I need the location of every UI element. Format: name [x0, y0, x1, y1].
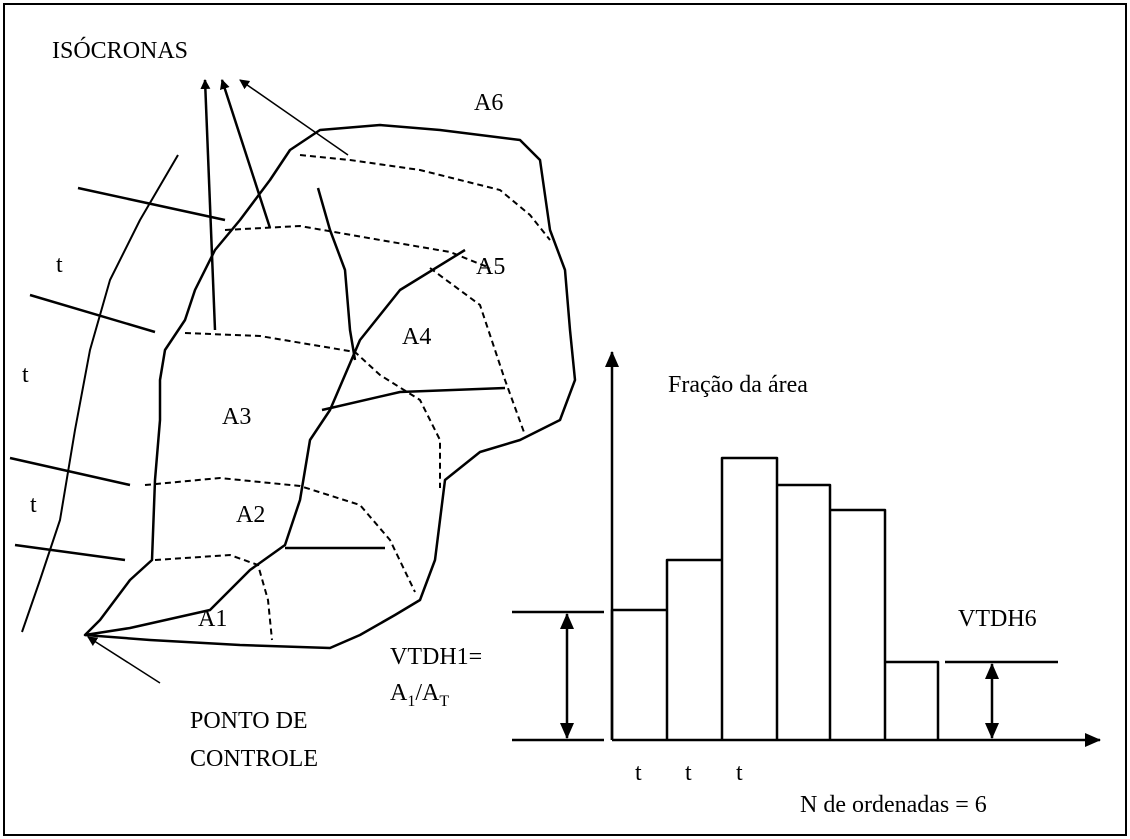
time-label: t: [685, 760, 692, 786]
area-label: A4: [402, 324, 431, 350]
watershed: [9, 79, 577, 684]
area-label: A3: [222, 404, 251, 430]
area-label: A2: [236, 502, 265, 528]
ordinates-label: N de ordenadas = 6: [800, 792, 987, 818]
control-point-label: CONTROLE: [190, 746, 318, 772]
area-label: A1: [198, 606, 227, 632]
time-label: t: [56, 252, 63, 278]
vtdh6-label: VTDH6: [958, 606, 1037, 632]
vtdh1-label: VTDH1=: [390, 644, 482, 670]
formula: A1/AT: [390, 680, 449, 710]
control-point-label: PONTO DE: [190, 708, 308, 734]
time-label: t: [30, 492, 37, 518]
formula-part: 1: [407, 693, 415, 710]
formula-part: /A: [415, 680, 440, 706]
formula-part: T: [439, 693, 449, 710]
formula-part: A: [390, 680, 408, 706]
isochrones-label: ISÓCRONAS: [52, 37, 188, 64]
time-label: t: [635, 760, 642, 786]
area-label: A6: [474, 90, 503, 116]
histogram: [512, 351, 1101, 747]
frame: [3, 3, 1127, 836]
area-label: A5: [476, 254, 505, 280]
y-axis-label: Fração da área: [668, 372, 808, 398]
time-label: t: [736, 760, 743, 786]
time-label: t: [22, 362, 29, 388]
